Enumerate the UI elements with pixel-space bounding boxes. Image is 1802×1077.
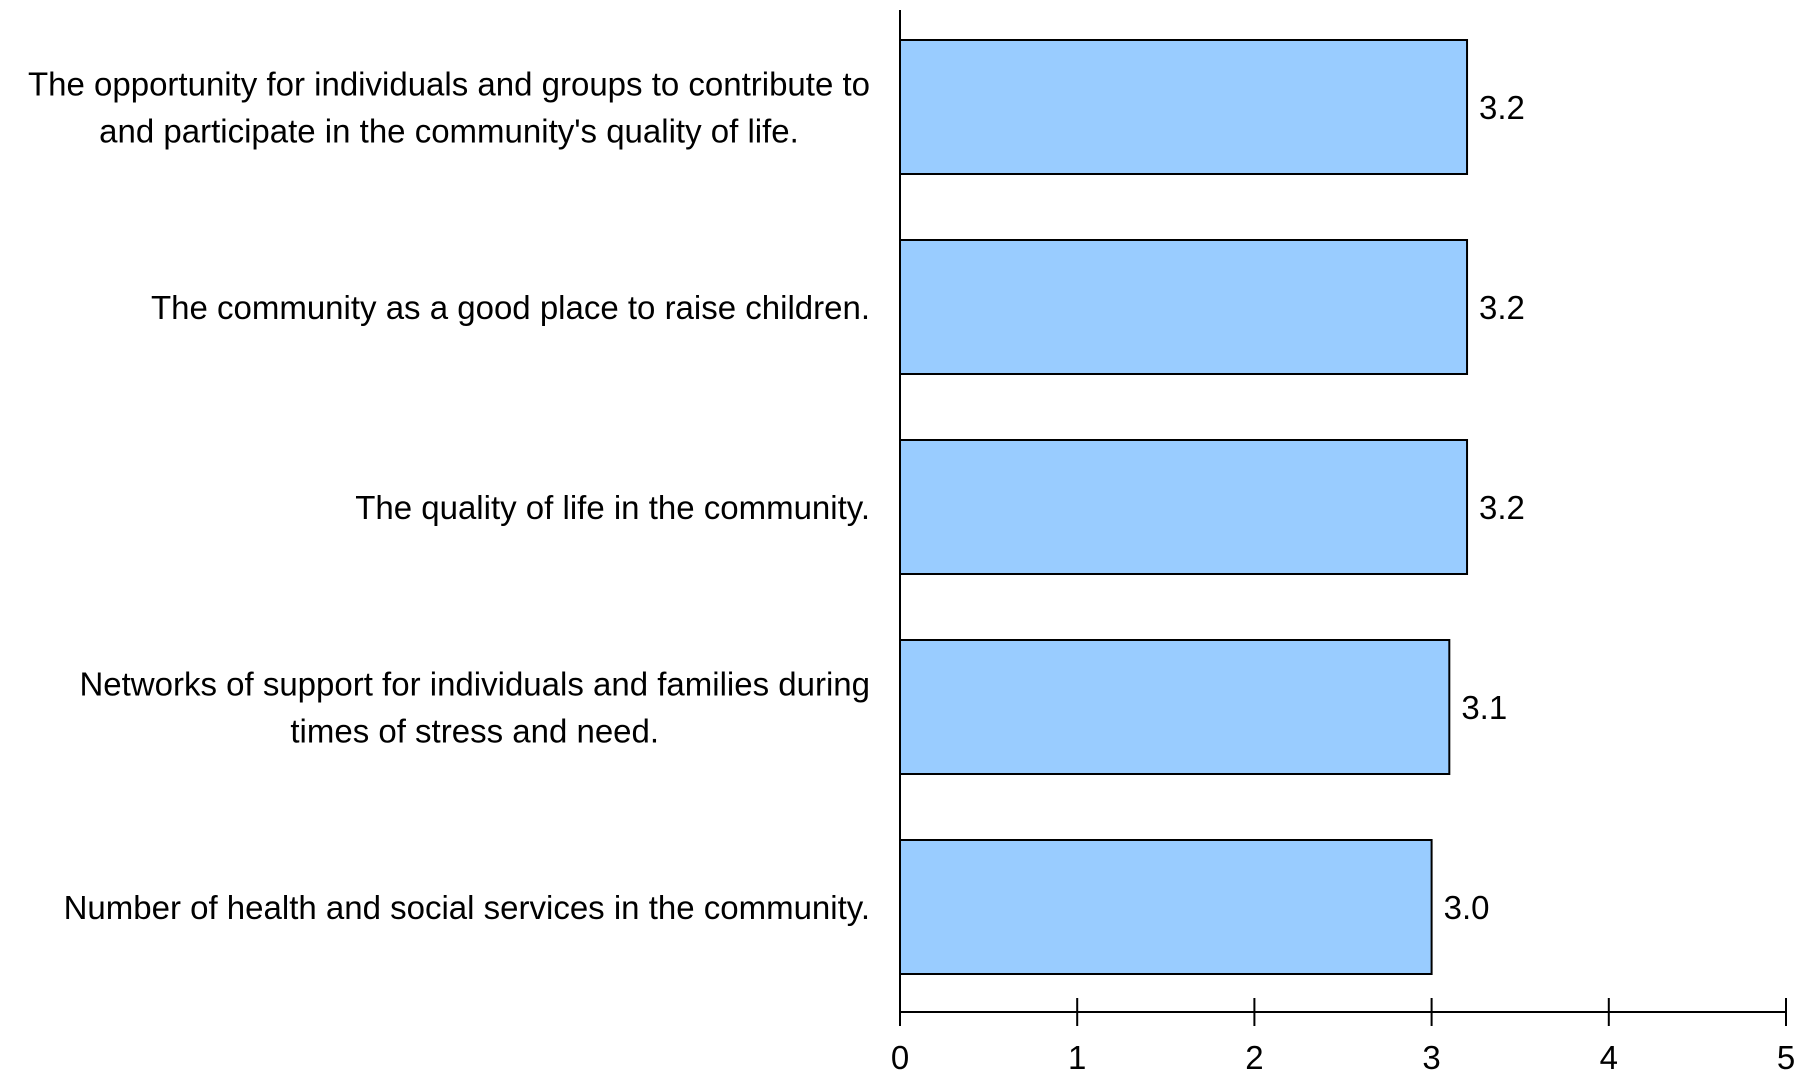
category-label: Number of health and social services in …	[64, 889, 870, 926]
bar	[899, 839, 1433, 975]
bar	[899, 639, 1451, 775]
x-tick-label: 4	[1600, 1039, 1618, 1076]
x-tick-label: 2	[1245, 1039, 1263, 1076]
category-label-line: The community as a good place to raise c…	[151, 289, 870, 326]
x-tick-label: 3	[1422, 1039, 1440, 1076]
category-label-line: times of stress and need.	[290, 713, 659, 750]
bar-value-label: 3.2	[1479, 489, 1525, 526]
bar	[899, 39, 1469, 175]
bars-group	[899, 39, 1469, 975]
x-tick-labels-group: 0 1 2 3 4 5	[891, 1039, 1795, 1076]
bar-value-label: 3.2	[1479, 89, 1525, 126]
category-label-line: Networks of support for individuals and …	[79, 666, 870, 703]
category-label-line: The opportunity for individuals and grou…	[28, 66, 870, 103]
category-label-line: and participate in the community's quali…	[99, 113, 799, 150]
category-label-line: Number of health and social services in …	[64, 889, 870, 926]
x-tick-label: 5	[1777, 1039, 1795, 1076]
bar-value-label: 3.1	[1461, 689, 1507, 726]
category-labels-group: The opportunity for individuals and grou…	[28, 66, 870, 927]
bar	[899, 439, 1469, 575]
bar	[899, 239, 1469, 375]
x-tick-label: 0	[891, 1039, 909, 1076]
category-label-line: The quality of life in the community.	[355, 489, 870, 526]
x-ticks-group	[899, 998, 1787, 1026]
bar-value-label: 3.2	[1479, 289, 1525, 326]
x-tick-label: 1	[1068, 1039, 1086, 1076]
value-labels-group: 3.2 3.2 3.2 3.1 3.0	[1444, 89, 1525, 926]
category-label: The community as a good place to raise c…	[151, 289, 870, 326]
bar-value-label: 3.0	[1444, 889, 1490, 926]
category-label: The quality of life in the community.	[355, 489, 870, 526]
category-label: The opportunity for individuals and grou…	[28, 66, 870, 150]
category-label: Networks of support for individuals and …	[79, 666, 870, 750]
